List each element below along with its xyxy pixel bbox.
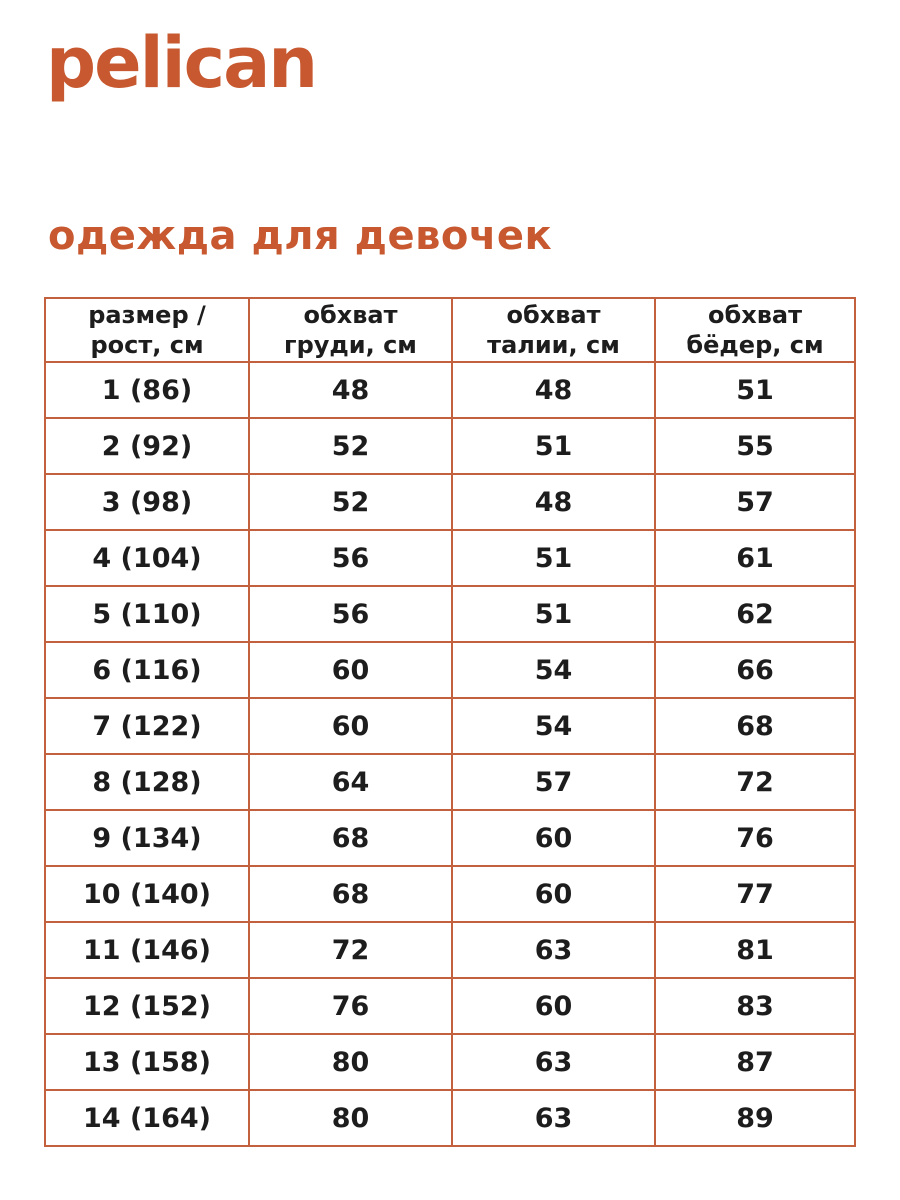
cell-hips: 89: [736, 1102, 774, 1134]
cell-waist: 54: [453, 699, 656, 755]
header-line: обхват: [303, 301, 398, 329]
cell-hips: 81: [656, 923, 854, 979]
cell-waist: 57: [453, 755, 656, 811]
table-row: 10 (140) 68 60 77: [46, 867, 854, 923]
table-row: 14 (164) 80 63 89: [46, 1091, 854, 1145]
cell-waist: 63: [453, 923, 656, 979]
cell-size-height: 12 (152): [46, 979, 250, 1035]
header-line: бёдер, см: [686, 331, 824, 359]
cell-waist: 60: [453, 979, 656, 1035]
cell-size-height: 3 (98): [46, 475, 250, 531]
cell-size-height: 1 (86): [46, 363, 250, 419]
cell-chest: 68: [250, 867, 453, 923]
table-row: 11 (146) 72 63 81: [46, 923, 854, 979]
cell-hips: 57: [656, 475, 854, 531]
table-row: 13 (158) 80 63 87: [46, 1035, 854, 1091]
cell-waist: 51: [453, 419, 656, 475]
table-row: 9 (134) 68 60 76: [46, 811, 854, 867]
cell-size-height: 11 (146): [46, 923, 250, 979]
table-row: 3 (98) 52 48 57: [46, 475, 854, 531]
cell-hips: 51: [656, 363, 854, 419]
cell-waist: 48: [453, 475, 656, 531]
cell-waist: 48: [453, 363, 656, 419]
cell-hips: 76: [656, 811, 854, 867]
cell-size-height: 14 (164): [46, 1091, 250, 1145]
cell-chest: 56: [250, 587, 453, 643]
header-line: размер /: [88, 301, 206, 329]
cell-chest: 52: [250, 419, 453, 475]
cell-hips: 77: [656, 867, 854, 923]
table-row: 2 (92) 52 51 55: [46, 419, 854, 475]
cell-size-height: 5 (110): [46, 587, 250, 643]
header-waist: обхват талии, см: [453, 299, 656, 363]
cell-hips: 68: [656, 699, 854, 755]
table-row: 5 (110) 56 51 62: [46, 587, 854, 643]
cell-hips: 83: [656, 979, 854, 1035]
cell-waist: 63: [453, 1035, 656, 1091]
cell-chest: 76: [250, 979, 453, 1035]
cell-size-height: 10 (140): [46, 867, 250, 923]
header-hips: обхват бёдер, см: [656, 299, 854, 363]
cell-size-height: 6 (116): [46, 643, 250, 699]
cell-size-height: 7 (122): [46, 699, 250, 755]
header-line: талии, см: [487, 331, 620, 359]
brand-logo: pelican: [46, 22, 318, 104]
cell-chest: 60: [250, 643, 453, 699]
cell-hips: 62: [656, 587, 854, 643]
cell-chest: 72: [250, 923, 453, 979]
cell-waist: 51: [453, 587, 656, 643]
header-line: груди, см: [284, 331, 417, 359]
cell-size-height: 4 (104): [46, 531, 250, 587]
cell-chest: 52: [250, 475, 453, 531]
header-row: размер / рост, см обхват груди, см обхва…: [46, 299, 854, 363]
cell-chest: 48: [250, 363, 453, 419]
header-line: рост, см: [90, 331, 204, 359]
cell-waist: 60: [453, 867, 656, 923]
cell-waist: 51: [453, 531, 656, 587]
cell-chest: 60: [250, 699, 453, 755]
cell-size-height: 2 (92): [46, 419, 250, 475]
table-row: 12 (152) 76 60 83: [46, 979, 854, 1035]
cell-hips: 72: [656, 755, 854, 811]
cell-chest: 64: [250, 755, 453, 811]
table-row: 1 (86) 48 48 51: [46, 363, 854, 419]
cell-size-height: 9 (134): [46, 811, 250, 867]
size-chart-table: размер / рост, см обхват груди, см обхва…: [44, 297, 856, 1147]
cell-waist: 54: [453, 643, 656, 699]
header-size-height: размер / рост, см: [46, 299, 250, 363]
cell-chest: 80: [250, 1091, 453, 1145]
header-line: обхват: [707, 301, 803, 329]
table-row: 7 (122) 60 54 68: [46, 699, 854, 755]
cell-hips: 66: [656, 643, 854, 699]
cell-hips: 61: [656, 531, 854, 587]
header-line: обхват: [506, 301, 601, 329]
cell-chest: 80: [250, 1035, 453, 1091]
table-row: 4 (104) 56 51 61: [46, 531, 854, 587]
table-row: 6 (116) 60 54 66: [46, 643, 854, 699]
cell-waist: 60: [453, 811, 656, 867]
cell-size-height: 8 (128): [46, 755, 250, 811]
page-title: одежда для девочек: [48, 213, 553, 259]
table-row: 8 (128) 64 57 72: [46, 755, 854, 811]
cell-hips: 87: [656, 1035, 854, 1091]
cell-size-height: 13 (158): [46, 1035, 250, 1091]
cell-chest: 56: [250, 531, 453, 587]
header-chest: обхват груди, см: [250, 299, 453, 363]
cell-waist: 63: [453, 1091, 656, 1145]
cell-hips: 55: [656, 419, 854, 475]
cell-chest: 68: [250, 811, 453, 867]
